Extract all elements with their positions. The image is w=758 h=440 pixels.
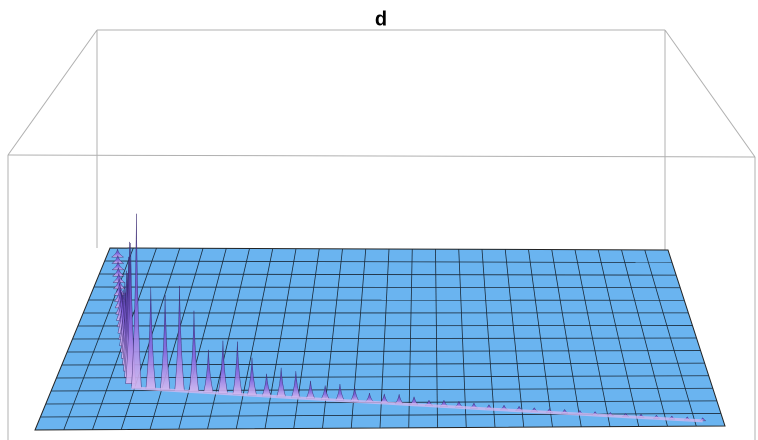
peak [145, 287, 156, 390]
peak [364, 392, 375, 403]
mesh-line [61, 362, 705, 366]
peak [188, 310, 199, 392]
peak [276, 367, 286, 398]
mesh-line [99, 273, 677, 276]
peak [174, 285, 185, 392]
peak [305, 380, 316, 399]
peak [247, 357, 257, 396]
mesh-line [40, 413, 721, 418]
bounding-box [7, 29, 756, 440]
peak [112, 273, 126, 283]
peak [110, 255, 125, 264]
peak [110, 249, 125, 258]
peak [261, 373, 272, 397]
peak [350, 387, 360, 402]
peak [112, 278, 126, 290]
peak [394, 394, 404, 405]
peak [111, 261, 125, 271]
peak [291, 371, 301, 399]
ridge-line [131, 386, 703, 423]
peak [113, 283, 126, 296]
peak [160, 294, 171, 391]
mesh-line [67, 350, 701, 353]
peak [335, 384, 345, 401]
peak [320, 385, 330, 400]
peak [217, 340, 228, 394]
surface-peaks [110, 213, 707, 423]
chart-title: d [375, 8, 387, 30]
peak [203, 349, 214, 393]
peak [111, 267, 126, 277]
mesh-line [72, 337, 697, 340]
mesh-line [93, 286, 681, 289]
mesh-line [104, 260, 673, 263]
peak [379, 393, 389, 404]
peak [232, 341, 243, 395]
peak [131, 213, 142, 389]
